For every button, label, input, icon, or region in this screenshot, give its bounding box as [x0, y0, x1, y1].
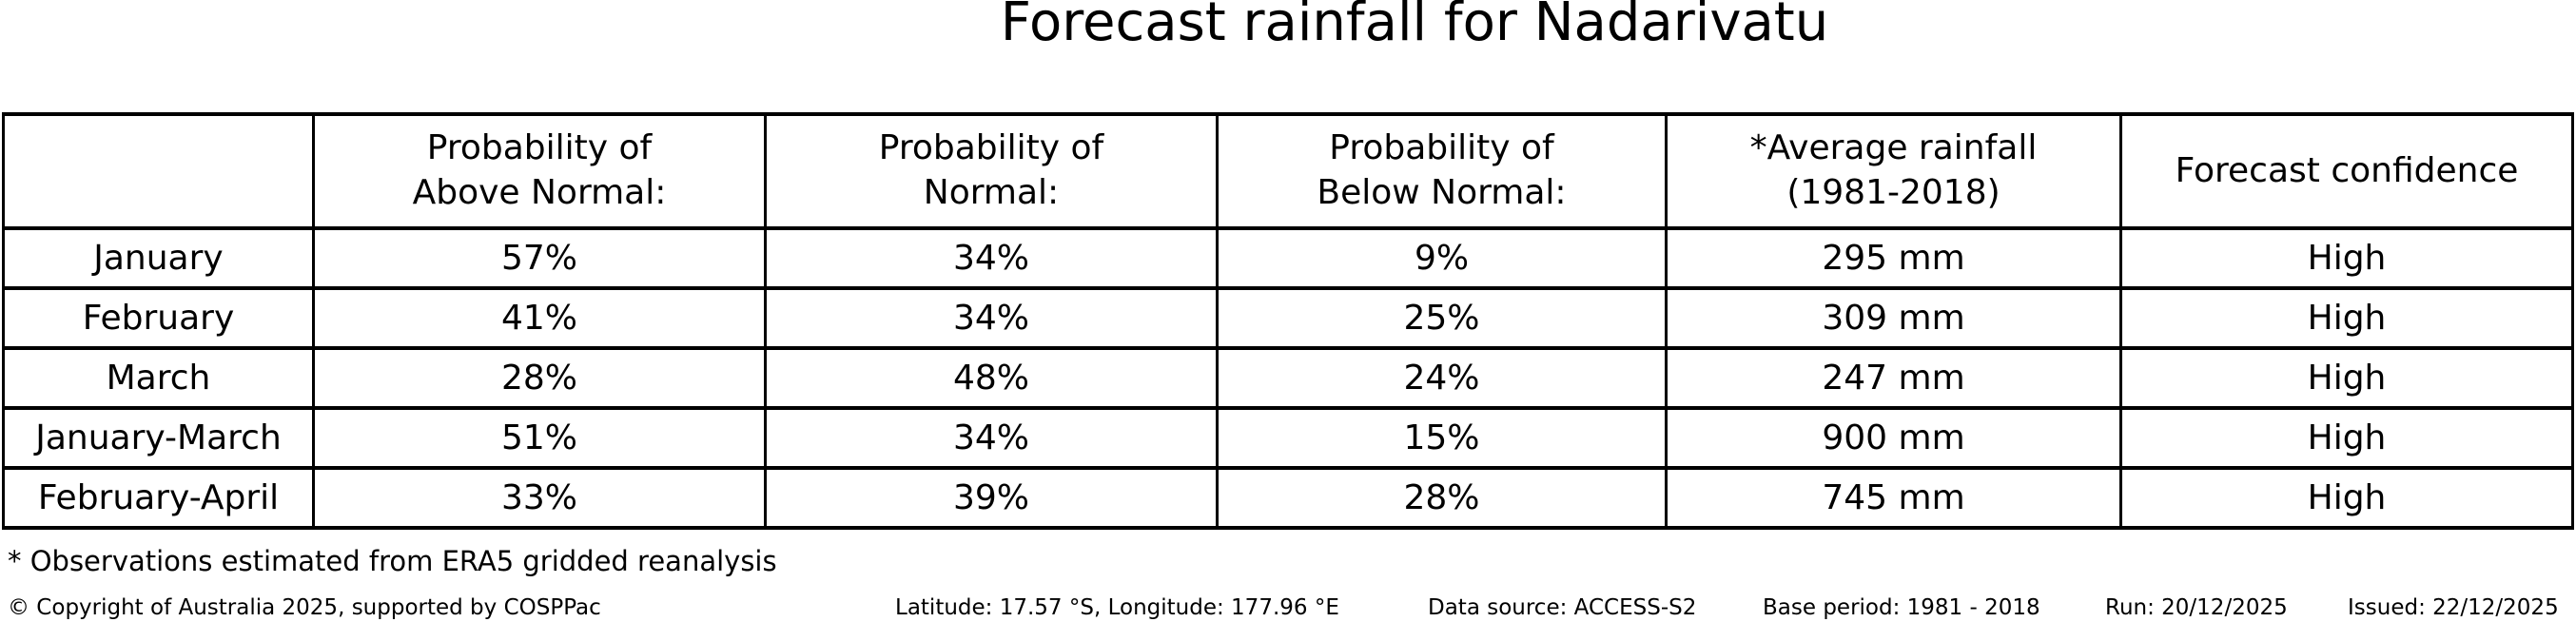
column-header-average-rainfall: *Average rainfall (1981-2018)	[1665, 112, 2122, 230]
run-date-text: Run: 20/12/2025	[2105, 595, 2288, 620]
table-row: February 41% 34% 25% 309 mm High	[2, 286, 2574, 350]
row-label: February-April	[2, 466, 315, 530]
forecast-table: Probability of Above Normal: Probability…	[2, 112, 2574, 530]
column-header-text: *Average rainfall	[1749, 128, 2038, 168]
cell-above-normal: 33%	[312, 466, 767, 530]
cell-forecast-confidence: High	[2119, 406, 2574, 470]
table-row: January-March 51% 34% 15% 900 mm High	[2, 406, 2574, 470]
table-row: January 57% 34% 9% 295 mm High	[2, 226, 2574, 290]
column-header-text: Forecast confidence	[2175, 150, 2519, 190]
page-title: Forecast rainfall for Nadarivatu	[1000, 0, 1829, 53]
table-row: February-April 33% 39% 28% 745 mm High	[2, 466, 2574, 530]
row-label: January-March	[2, 406, 315, 470]
column-header-text: Probability of	[878, 128, 1104, 168]
cell-average-rainfall: 295 mm	[1665, 226, 2122, 290]
column-header-normal: Probability of Normal:	[764, 112, 1219, 230]
row-label: March	[2, 346, 315, 410]
cell-below-normal: 28%	[1216, 466, 1668, 530]
cell-average-rainfall: 247 mm	[1665, 346, 2122, 410]
row-label: February	[2, 286, 315, 350]
cell-normal: 48%	[764, 346, 1219, 410]
table-row: March 28% 48% 24% 247 mm High	[2, 346, 2574, 410]
cell-forecast-confidence: High	[2119, 226, 2574, 290]
column-header-text: (1981-2018)	[1786, 173, 2000, 212]
cell-forecast-confidence: High	[2119, 466, 2574, 530]
column-header-above-normal: Probability of Above Normal:	[312, 112, 767, 230]
cell-average-rainfall: 900 mm	[1665, 406, 2122, 470]
base-period-text: Base period: 1981 - 2018	[1763, 595, 2040, 620]
row-label: January	[2, 226, 315, 290]
cell-normal: 39%	[764, 466, 1219, 530]
cell-average-rainfall: 309 mm	[1665, 286, 2122, 350]
column-header-text: Below Normal:	[1317, 173, 1567, 212]
observations-footnote: * Observations estimated from ERA5 gridd…	[8, 545, 777, 577]
column-header-text: Probability of	[426, 128, 653, 168]
cell-below-normal: 24%	[1216, 346, 1668, 410]
cell-normal: 34%	[764, 226, 1219, 290]
cell-above-normal: 57%	[312, 226, 767, 290]
column-header-below-normal: Probability of Below Normal:	[1216, 112, 1668, 230]
cell-below-normal: 25%	[1216, 286, 1668, 350]
copyright-text: © Copyright of Australia 2025, supported…	[8, 595, 601, 620]
cell-forecast-confidence: High	[2119, 286, 2574, 350]
cell-normal: 34%	[764, 406, 1219, 470]
cell-forecast-confidence: High	[2119, 346, 2574, 410]
data-source-text: Data source: ACCESS-S2	[1428, 595, 1697, 620]
issued-date-text: Issued: 22/12/2025	[2348, 595, 2559, 620]
column-header-text: Probability of	[1329, 128, 1554, 168]
column-header-forecast-confidence: Forecast confidence	[2119, 112, 2574, 230]
column-header-text: Normal:	[923, 173, 1060, 212]
cell-normal: 34%	[764, 286, 1219, 350]
cell-below-normal: 9%	[1216, 226, 1668, 290]
cell-above-normal: 51%	[312, 406, 767, 470]
table-header-row: Probability of Above Normal: Probability…	[2, 112, 2574, 230]
column-header-text: Above Normal:	[412, 173, 667, 212]
corner-empty-cell	[2, 112, 315, 230]
location-text: Latitude: 17.57 °S, Longitude: 177.96 °E	[895, 595, 1339, 620]
cell-above-normal: 41%	[312, 286, 767, 350]
cell-below-normal: 15%	[1216, 406, 1668, 470]
cell-average-rainfall: 745 mm	[1665, 466, 2122, 530]
cell-above-normal: 28%	[312, 346, 767, 410]
